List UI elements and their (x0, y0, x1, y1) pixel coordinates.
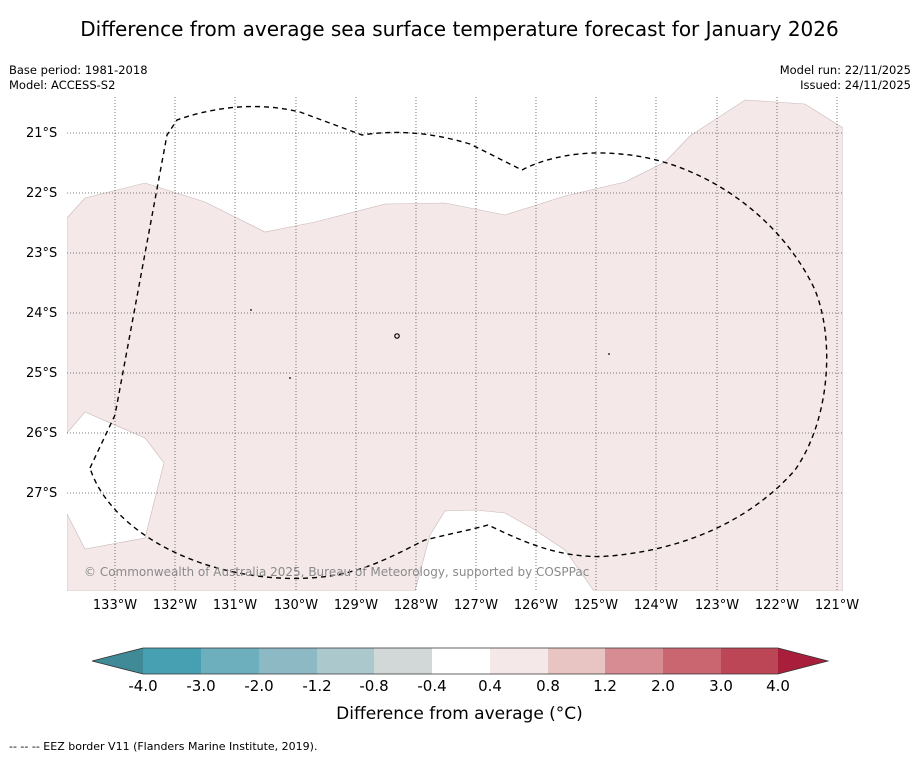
lon-label: 124°W (633, 598, 679, 613)
lon-label: 121°W (814, 598, 860, 613)
meta-right: Model run: 22/11/2025 Issued: 24/11/2025 (780, 63, 911, 93)
lat-label: 23°S (26, 246, 58, 261)
issued-date: Issued: 24/11/2025 (800, 78, 911, 92)
colorbar (91, 647, 830, 675)
colorbar-tick: -1.2 (302, 677, 332, 695)
colorbar-segment (490, 648, 548, 674)
lon-label: 127°W (453, 598, 499, 613)
eez-footnote: -- -- -- EEZ border V11 (Flanders Marine… (9, 740, 318, 753)
colorbar-segment (317, 648, 374, 674)
map-title: Difference from average sea surface temp… (80, 17, 839, 41)
lon-label: 125°W (573, 598, 619, 613)
lon-label: 123°W (694, 598, 740, 613)
colorbar-tick: -3.0 (186, 677, 216, 695)
lon-label: 132°W (152, 598, 198, 613)
colorbar-extend-low (92, 648, 143, 674)
lon-label: 133°W (92, 598, 138, 613)
model-name: Model: ACCESS-S2 (9, 78, 116, 92)
island-marker (289, 377, 291, 379)
colorbar-label: Difference from average (°C) (336, 704, 583, 724)
lon-label: 126°W (513, 598, 559, 613)
model-run: Model run: 22/11/2025 (779, 63, 911, 77)
eez-border (89, 105, 828, 580)
lon-label: 131°W (212, 598, 258, 613)
colorbar-segment (259, 648, 317, 674)
colorbar-segment (201, 648, 259, 674)
warm-anomaly-region (67, 99, 843, 591)
island-marker (608, 353, 610, 355)
map-panel (67, 97, 843, 591)
lat-label: 27°S (26, 486, 58, 501)
small-islands (250, 309, 610, 379)
lon-label: 122°W (754, 598, 800, 613)
lat-label: 25°S (26, 366, 58, 381)
colorbar-segment (663, 648, 721, 674)
lat-label: 22°S (26, 186, 58, 201)
lon-label: 130°W (273, 598, 319, 613)
colorbar-segment (605, 648, 663, 674)
island-marker (250, 309, 252, 311)
island-marker (394, 333, 400, 339)
lat-label: 26°S (26, 426, 58, 441)
colorbar-tick: 2.0 (651, 677, 675, 695)
colorbar-segment (432, 648, 490, 674)
graticule (67, 97, 843, 591)
colorbar-tick: -4.0 (128, 677, 158, 695)
map-credit: © Commonwealth of Australia 2025, Bureau… (84, 565, 590, 579)
colorbar-tick: -0.8 (359, 677, 389, 695)
colorbar-segment (548, 648, 605, 674)
colorbar-extend-high (778, 648, 828, 674)
colorbar-segment (374, 648, 432, 674)
colorbar-segment (143, 648, 201, 674)
colorbar-tick: -2.0 (244, 677, 274, 695)
colorbar-tick: 4.0 (766, 677, 790, 695)
lat-label: 21°S (26, 126, 58, 141)
base-period: Base period: 1981-2018 (9, 63, 148, 77)
colorbar-segment (721, 648, 778, 674)
colorbar-tick: 1.2 (593, 677, 617, 695)
colorbar-tick: -0.4 (417, 677, 447, 695)
lat-label: 24°S (26, 306, 58, 321)
meta-left: Base period: 1981-2018 Model: ACCESS-S2 (9, 63, 148, 93)
lon-label: 128°W (393, 598, 439, 613)
colorbar-tick: 0.4 (478, 677, 502, 695)
colorbar-tick: 0.8 (536, 677, 560, 695)
colorbar-tick: 3.0 (709, 677, 733, 695)
lon-label: 129°W (333, 598, 379, 613)
